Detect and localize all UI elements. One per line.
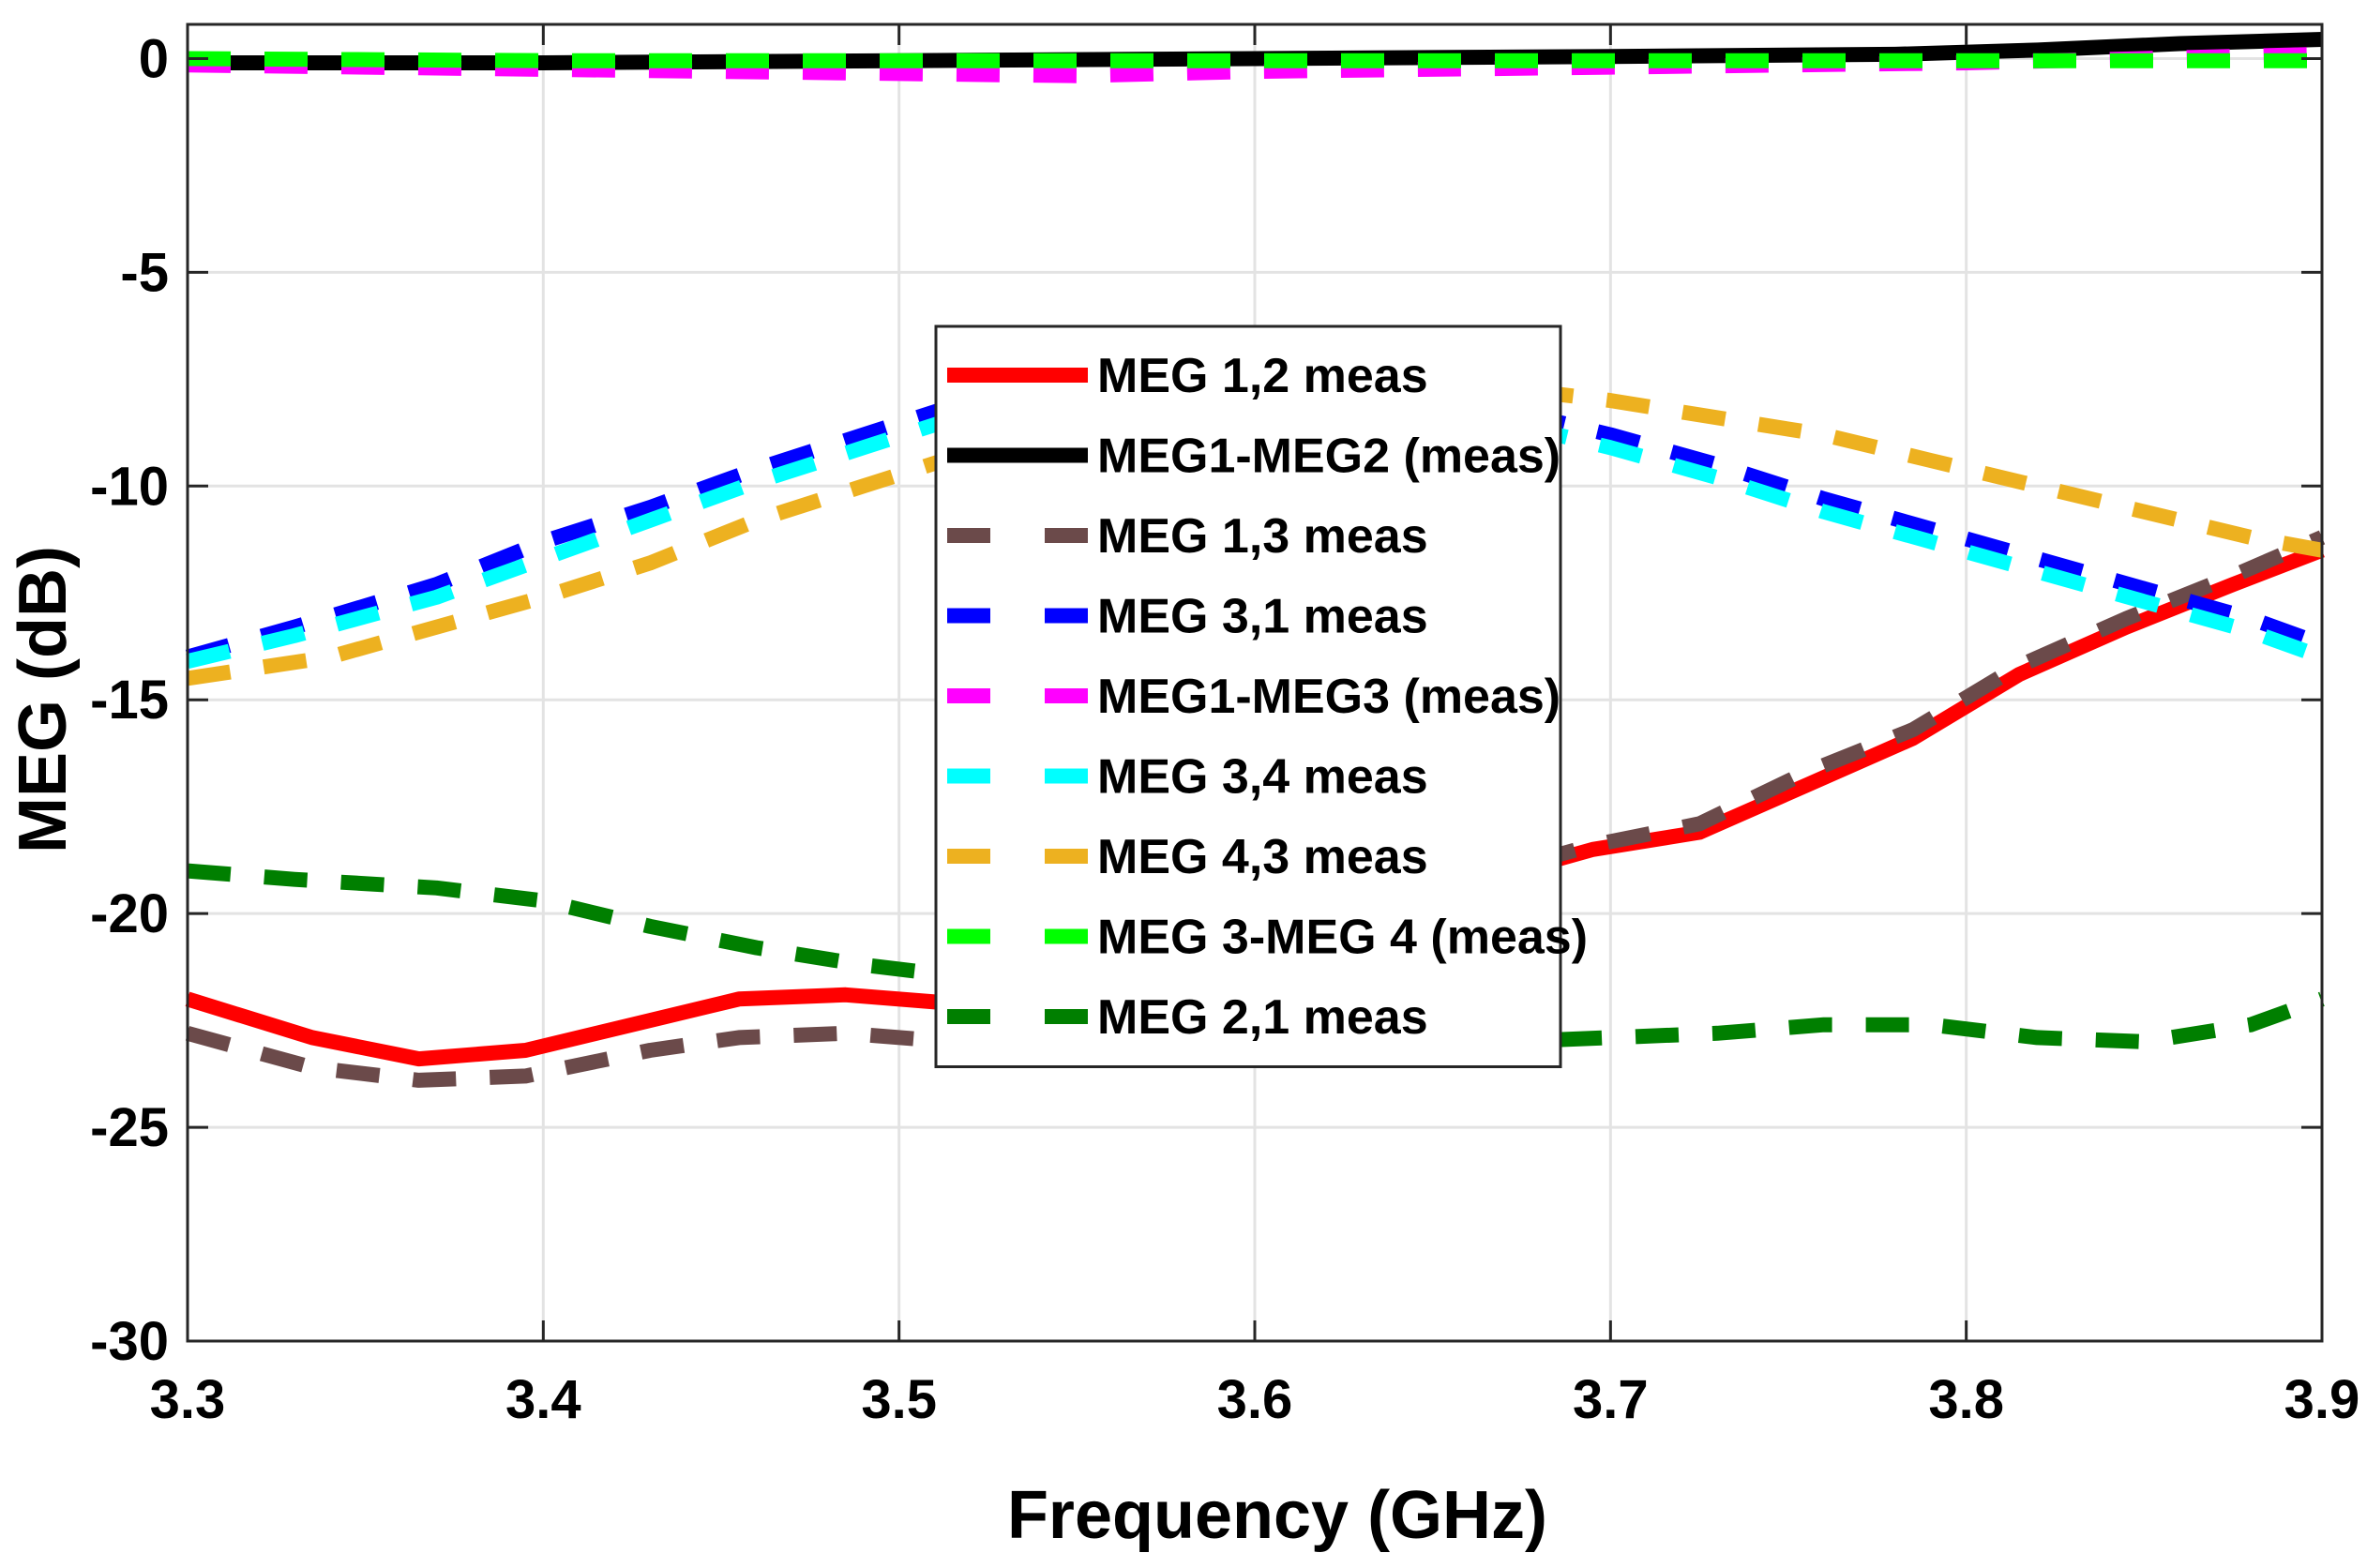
legend-label-6: MEG 3,4 meas	[1097, 750, 1428, 805]
x-tick-label: 3.3	[150, 1369, 226, 1430]
series-line-4	[185, 358, 2325, 665]
legend-label-7: MEG 4,3 meas	[1097, 830, 1428, 884]
y-axis-label: MEG (dB)	[6, 546, 81, 853]
y-tick-label: -10	[90, 456, 169, 517]
legend-label-3: MEG 1,3 meas	[1097, 509, 1428, 564]
y-tick-label: 0	[139, 28, 169, 89]
series-line-7	[186, 375, 2324, 686]
y-tick-label: -25	[90, 1097, 169, 1158]
legend-label-1: MEG 1,2 meas	[1097, 349, 1428, 403]
legend-label-4: MEG 3,1 meas	[1097, 590, 1428, 644]
tick-labels: 3.3 3.4 3.5 3.6 3.7 3.8 3.9 0 -5 -10 -15 -20 -25 -30	[90, 28, 2359, 1430]
legend-label-8: MEG 3-MEG 4 (meas)	[1097, 911, 1588, 965]
x-tick-label: 3.8	[1928, 1369, 2004, 1430]
axes	[186, 23, 2324, 1343]
legend-label-2: MEG1-MEG2 (meas)	[1097, 430, 1560, 484]
series-line-8	[187, 51, 2322, 68]
x-tick-label: 3.4	[505, 1369, 581, 1430]
legend-label-9: MEG 2,1 meas	[1097, 990, 1428, 1045]
legend-label-5: MEG1-MEG3 (meas)	[1097, 670, 1560, 724]
x-tick-label: 3.7	[1573, 1369, 1649, 1430]
y-tick-label: -20	[90, 883, 169, 944]
series-line-6	[186, 371, 2325, 669]
x-axis-label: Frequency (GHz)	[1007, 1478, 1547, 1553]
series-line-5	[187, 46, 2323, 83]
y-tick-label: -5	[120, 242, 169, 303]
x-tick-label: 3.9	[2284, 1369, 2360, 1430]
y-tick-label: -30	[90, 1311, 169, 1372]
legend: MEG 1,2 meas MEG1-MEG2 (meas) MEG 1,3 meas…	[934, 324, 1588, 1068]
x-tick-label: 3.6	[1217, 1369, 1293, 1430]
x-tick-label: 3.5	[861, 1369, 937, 1430]
y-tick-label: -15	[90, 670, 169, 731]
